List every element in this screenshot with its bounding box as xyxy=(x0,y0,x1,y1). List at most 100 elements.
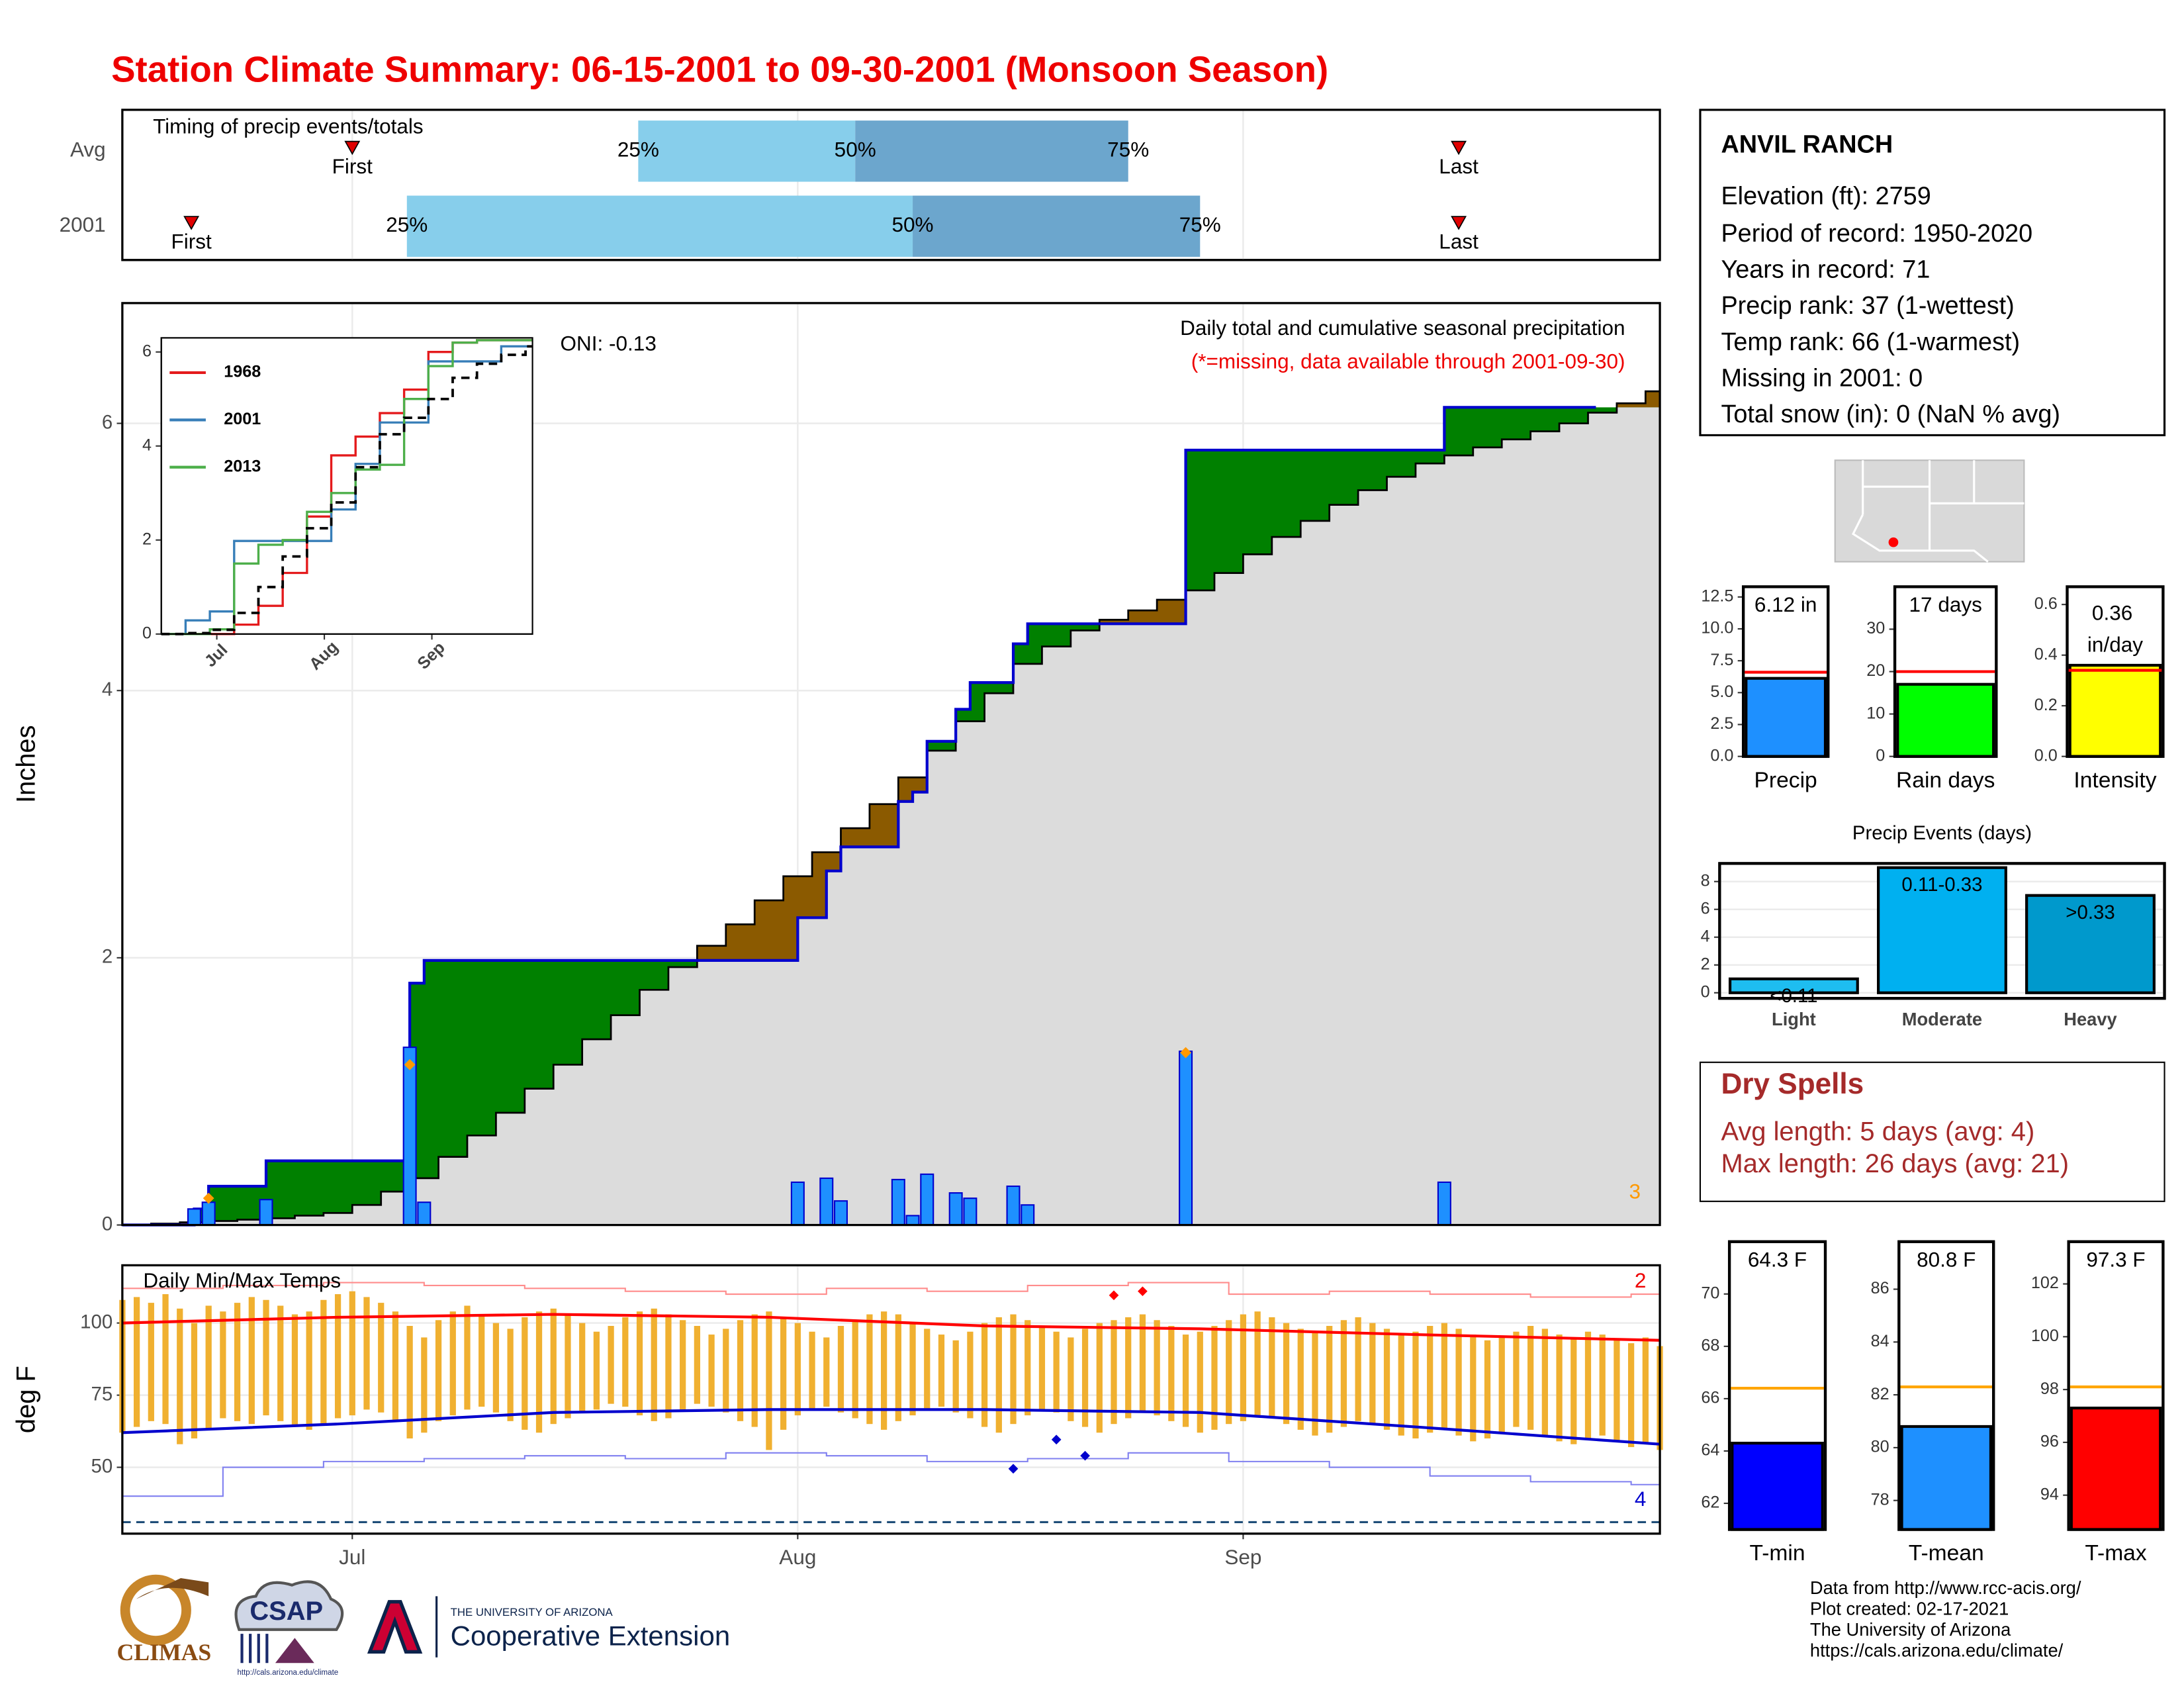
csap-bars xyxy=(240,1634,269,1664)
daily-temp-bar xyxy=(1240,1314,1247,1421)
daily-precip-bar xyxy=(1021,1204,1035,1226)
plot-border xyxy=(1897,1240,1995,1531)
y-tick-label: 78 xyxy=(1871,1490,1889,1509)
daily-temp-bar xyxy=(565,1314,571,1419)
record-flag xyxy=(1008,1464,1019,1474)
daily-temp-bar xyxy=(1053,1331,1060,1413)
y-tick-label: 86 xyxy=(1871,1279,1889,1297)
footer-line: The University of Arizona xyxy=(1810,1619,2011,1640)
event-marker xyxy=(344,140,361,156)
daily-temp-bar xyxy=(162,1294,169,1425)
daily-temp-bar xyxy=(522,1317,528,1430)
daily-temp-bar xyxy=(363,1297,370,1410)
y-tick-label: 82 xyxy=(1871,1385,1889,1403)
csap-url: http://cals.arizona.edu/climate xyxy=(237,1669,338,1677)
y-tick-label: 100 xyxy=(80,1311,113,1333)
daily-precip-bar xyxy=(417,1201,432,1226)
dry-spells-line: Avg length: 5 days (avg: 4) xyxy=(1721,1117,2034,1146)
daily-temp-bar xyxy=(694,1325,700,1404)
y-tick-label: 66 xyxy=(1701,1389,1719,1407)
daily-temp-bar xyxy=(1211,1325,1218,1430)
y-tick-label: 2 xyxy=(142,530,152,548)
daily-temp-bar xyxy=(449,1311,456,1416)
x-tick-label: Moderate xyxy=(1902,1009,1982,1029)
daily-precip-bar xyxy=(402,1047,417,1226)
daily-temp-bar xyxy=(378,1303,385,1413)
daily-temp-bar xyxy=(1182,1335,1189,1427)
daily-temp-bar xyxy=(177,1308,183,1444)
daily-temp-bar xyxy=(464,1305,471,1410)
csap-mountain xyxy=(275,1638,314,1664)
daily-temp-bar xyxy=(1427,1325,1433,1433)
daily-temp-bar xyxy=(1355,1317,1361,1421)
climas-logo-ring xyxy=(120,1574,191,1646)
y-tick-label: 98 xyxy=(2040,1380,2059,1398)
daily-temp-bar xyxy=(1527,1325,1534,1430)
y-tick-label: 6 xyxy=(1701,899,1710,917)
daily-temp-bar xyxy=(708,1335,715,1407)
daily-temp-bar xyxy=(665,1314,672,1419)
daily-precip-bar xyxy=(187,1208,201,1226)
daily-temp-bar xyxy=(263,1299,269,1416)
daily-temp-bar xyxy=(1226,1320,1232,1425)
daily-temp-bar xyxy=(320,1299,327,1425)
daily-temp-bar xyxy=(1628,1343,1635,1448)
y-tick-label: 64 xyxy=(1701,1441,1719,1460)
timing-bar xyxy=(855,120,1128,182)
daily-temp-bar xyxy=(277,1305,284,1421)
daily-temp-bar xyxy=(507,1329,514,1421)
daily-temp-bar xyxy=(1570,1337,1577,1444)
y-tick-label: 80 xyxy=(1871,1438,1889,1456)
y-tick-label: 2 xyxy=(102,946,113,968)
record-flag xyxy=(1080,1450,1090,1461)
value-label: 6.12 in xyxy=(1754,592,1817,616)
avg-min-line xyxy=(122,1408,1661,1446)
plot-border xyxy=(2067,1240,2165,1531)
event-label: First xyxy=(332,154,373,178)
chart-subtitle: Daily Min/Max Temps xyxy=(143,1268,341,1292)
record-flag xyxy=(1109,1290,1119,1301)
plot-frame xyxy=(160,337,533,635)
page-title: Station Climate Summary: 06-15-2001 to 0… xyxy=(111,50,1328,90)
daily-precip-bar xyxy=(833,1200,848,1226)
value-label: 97.3 F xyxy=(2086,1247,2145,1271)
x-tick-label: Aug xyxy=(779,1545,816,1569)
daily-temp-bar xyxy=(608,1325,614,1404)
y-tick-label: 96 xyxy=(2040,1432,2059,1451)
daily-temp-bar xyxy=(723,1329,729,1413)
daily-precip-bar xyxy=(790,1181,805,1226)
avg-max-line xyxy=(122,1313,1661,1342)
plot-border xyxy=(2066,585,2165,758)
chart-subtitle: Daily total and cumulative seasonal prec… xyxy=(1180,316,1625,340)
daily-temp-bar xyxy=(1096,1323,1103,1433)
quantile-label: 50% xyxy=(835,138,876,162)
y-tick-label: 20 xyxy=(1866,661,1885,680)
daily-temp-bar xyxy=(938,1335,945,1407)
series-line xyxy=(161,345,533,635)
daily-temp-bar xyxy=(1484,1340,1491,1438)
x-tick-label: T-min xyxy=(1750,1541,1805,1566)
y-tick-label: 84 xyxy=(1871,1332,1889,1350)
y-tick-label: 0.6 xyxy=(2034,594,2058,613)
daily-temp-bar xyxy=(1297,1329,1304,1430)
bar xyxy=(2025,894,2156,994)
quantile-label: 75% xyxy=(1107,138,1149,162)
x-tick-label: T-mean xyxy=(1909,1541,1984,1566)
plot-border xyxy=(121,109,1661,261)
bar xyxy=(1745,677,1827,758)
record-count: 4 xyxy=(1635,1487,1647,1511)
plot-border xyxy=(1893,585,1998,758)
station-location xyxy=(1888,537,1899,547)
y-tick-label: 2 xyxy=(1701,955,1710,973)
daily-precip-bar xyxy=(201,1201,216,1226)
x-tick-label: Heavy xyxy=(2064,1009,2117,1029)
legend-label: 1968 xyxy=(224,363,261,381)
daily-temp-bar xyxy=(1168,1325,1175,1421)
y-tick-label: 100 xyxy=(2031,1327,2059,1345)
daily-temp-bar xyxy=(981,1323,988,1427)
plot-border xyxy=(1727,1240,1827,1531)
daily-temp-bar xyxy=(421,1337,428,1433)
y-tick-label: 70 xyxy=(1701,1284,1719,1302)
daily-temp-bar xyxy=(1412,1331,1419,1438)
daily-temp-bar xyxy=(1197,1331,1203,1433)
